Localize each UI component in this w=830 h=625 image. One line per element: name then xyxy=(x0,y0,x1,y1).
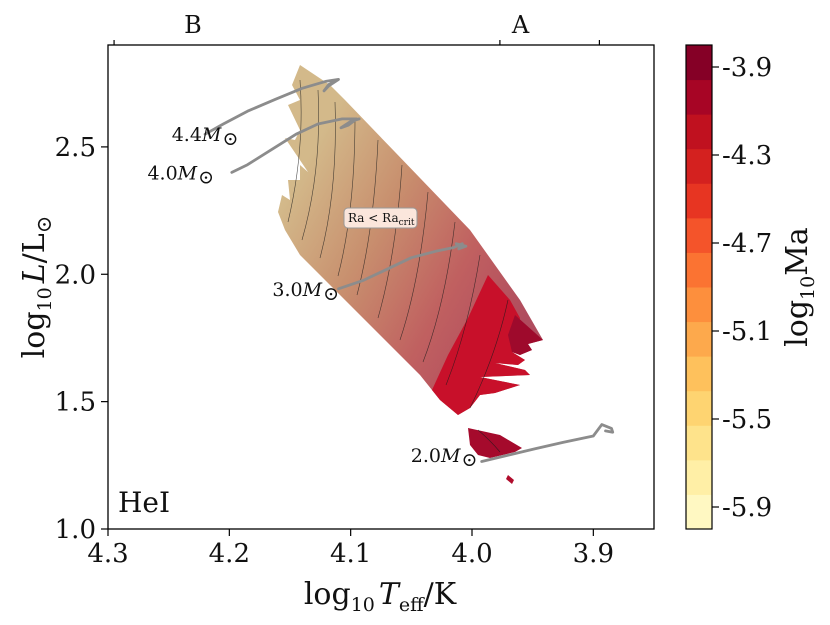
track-label: 2.0M xyxy=(411,445,461,467)
contour-line xyxy=(337,117,356,277)
plot-frame xyxy=(107,44,655,530)
annotation-box-frame xyxy=(343,207,418,229)
evolution-tracks xyxy=(203,78,615,463)
colorbar-tick-label: -4.7 xyxy=(722,229,772,259)
colorbar: -3.9 -4.3 -4.7 -5.1 -5.5 -5.9 log10Ma xyxy=(685,44,819,530)
y-axis: 1.0 1.5 2.0 2.5 xyxy=(55,133,108,545)
spectral-type-label: A xyxy=(511,11,530,39)
colorbar-swatch xyxy=(686,287,712,323)
colorbar-tick-label: -5.5 xyxy=(722,405,772,435)
colorbar-swatch xyxy=(686,79,712,115)
colorbar-swatch xyxy=(686,356,712,392)
track-labels: 4.4M ⊙4.0M ⊙3.0M ⊙2.0M ⊙ xyxy=(147,124,477,471)
contour-line xyxy=(301,89,319,241)
contour-lines xyxy=(287,79,509,453)
colorbar-ticks: -3.9 -4.3 -4.7 -5.1 -5.5 -5.9 xyxy=(712,53,772,523)
colorbar-tick-label: -4.3 xyxy=(722,141,772,171)
annotation-box: Ra < Racrit xyxy=(343,207,418,229)
solar-symbol: ⊙ xyxy=(222,128,238,150)
y-tick-label: 1.5 xyxy=(55,388,96,418)
x-tick-label: 3.9 xyxy=(573,539,614,569)
x-tick-label: 4.0 xyxy=(451,539,492,569)
x-tick-label: 4.2 xyxy=(209,539,250,569)
annotation-box-text: Ra < Racrit xyxy=(348,211,415,228)
contour-line xyxy=(377,164,403,319)
x-axis-title: log10 Teff/K xyxy=(304,577,457,616)
solar-symbol: ⊙ xyxy=(323,283,339,305)
x-tick-label: 4.3 xyxy=(87,539,128,569)
colorbar-swatch xyxy=(686,252,712,288)
colorbar-tick-label: -5.1 xyxy=(722,317,772,347)
y-tick-label: 2.0 xyxy=(55,260,96,290)
track-line xyxy=(230,117,361,174)
colorbar-frame xyxy=(685,44,713,530)
colorbar-swatch xyxy=(686,425,712,461)
colorbar-swatch xyxy=(686,217,712,253)
colorbar-label: log10Ma xyxy=(780,227,819,347)
contour-line xyxy=(399,191,429,341)
x-axis: 4.3 4.2 4.1 4.0 3.9 xyxy=(87,529,614,569)
colorbar-tick-label: -3.9 xyxy=(722,53,772,83)
y-tick-label: 1.0 xyxy=(55,515,96,545)
y-tick-label: 2.5 xyxy=(55,133,96,163)
solar-symbol: ⊙ xyxy=(198,166,214,188)
y-axis-title: log10L/L⊙ xyxy=(17,216,56,359)
contour-line xyxy=(477,429,501,453)
heatmap-fleck xyxy=(506,475,514,484)
colorbar-tick-label: -5.9 xyxy=(722,493,772,523)
contour-line xyxy=(287,79,302,223)
x-tick-label: 4.1 xyxy=(330,539,371,569)
colorbar-swatch xyxy=(686,148,712,184)
colorbar-swatches xyxy=(686,45,712,530)
heatmap-patch-2msun xyxy=(468,428,522,458)
contour-line xyxy=(319,101,336,259)
track-label: 3.0M xyxy=(272,279,322,301)
track-line xyxy=(480,423,615,463)
contour-line xyxy=(469,299,509,409)
track-label: 4.0M xyxy=(147,162,197,184)
colorbar-swatch xyxy=(686,45,712,81)
colorbar-swatch xyxy=(686,494,712,530)
contour-line xyxy=(422,221,456,363)
colorbar-swatch xyxy=(686,114,712,150)
heatmap-band-darkred xyxy=(508,315,543,355)
track-label: 4.4M xyxy=(172,124,222,146)
contour-line xyxy=(445,254,481,386)
solar-symbol: ⊙ xyxy=(461,449,477,471)
colorbar-swatch xyxy=(686,183,712,219)
track-line xyxy=(337,242,468,291)
track-line xyxy=(203,78,340,136)
spectral-type-ticks xyxy=(113,40,601,45)
spectral-type-label: B xyxy=(184,11,202,39)
colorbar-swatch xyxy=(686,390,712,426)
panel-label: HeI xyxy=(118,486,170,519)
colorbar-swatch xyxy=(686,321,712,357)
plot-area xyxy=(203,65,615,484)
colorbar-swatch xyxy=(686,459,712,495)
